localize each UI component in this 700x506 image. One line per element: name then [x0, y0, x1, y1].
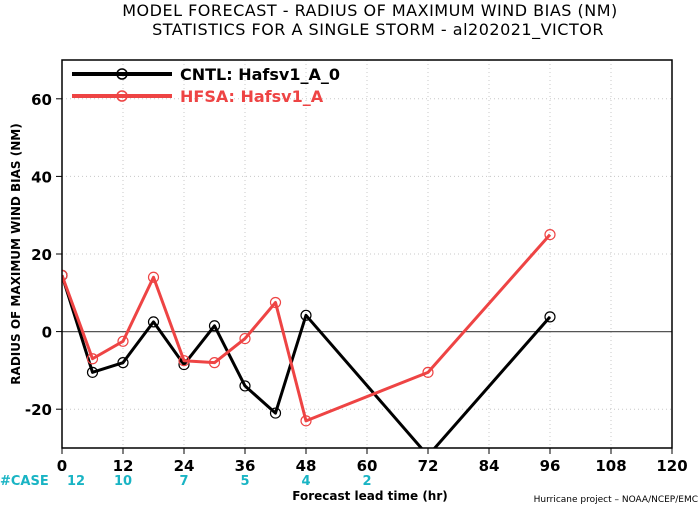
data-point [208, 357, 221, 369]
x-tick-label: 108 [595, 457, 626, 475]
x-tick-label: 84 [479, 457, 500, 475]
data-point [269, 296, 282, 309]
data-point [178, 355, 190, 367]
case-count: 12 [67, 474, 85, 489]
x-tick-label: 120 [656, 457, 687, 475]
data-point [422, 366, 434, 378]
data-point [62, 269, 68, 281]
case-count: 4 [301, 474, 310, 489]
data-point [239, 380, 251, 392]
y-tick-label: 0 [42, 324, 52, 342]
legend: CNTL: Hafsv1_A_0 HFSA: Hafsv1_A [72, 65, 340, 106]
y-tick-label: -20 [25, 401, 52, 419]
data-point [147, 316, 160, 328]
axes: 0 12 24 36 48 60 72 84 96 108 120 -20 0 20 40 60 [25, 91, 688, 475]
case-label: #CASE [0, 474, 49, 489]
y-axis-label: RADIUS OF MAXIMUM WIND BIAS (NM) [9, 123, 23, 384]
case-count: 2 [362, 474, 371, 489]
series-line [62, 274, 552, 448]
series-line [62, 233, 552, 423]
credit-text: Hurricane project – NOAA/NCEP/EMC [534, 495, 698, 505]
case-count: 10 [114, 474, 132, 489]
x-tick-label: 60 [357, 457, 378, 475]
data-point [269, 407, 282, 419]
data-point [300, 415, 312, 427]
data-point [544, 311, 556, 323]
case-count: 7 [179, 474, 188, 489]
x-tick-label: 72 [418, 457, 439, 475]
grid [62, 60, 672, 448]
x-tick-label: 48 [296, 457, 317, 475]
y-tick-label: 20 [31, 246, 52, 264]
series-layer [62, 229, 556, 448]
chart-subtitle: STATISTICS FOR A SINGLE STORM - al202021… [152, 20, 604, 40]
data-point [86, 353, 99, 365]
y-tick-label: 60 [31, 91, 52, 109]
data-point [117, 335, 129, 347]
data-point [86, 366, 99, 378]
data-point [117, 357, 129, 369]
x-tick-label: 96 [540, 457, 561, 475]
data-point [300, 309, 312, 321]
y-tick-label: 40 [31, 168, 52, 186]
x-tick-label: 24 [174, 457, 195, 475]
data-point [147, 271, 160, 283]
legend-label-cntl: CNTL: Hafsv1_A_0 [180, 65, 340, 84]
series-hfsa [62, 229, 556, 427]
data-point [239, 332, 251, 345]
legend-marker-cntl [116, 68, 128, 80]
x-tick-label: 12 [113, 457, 134, 475]
x-axis-label: Forecast lead time (hr) [292, 489, 448, 503]
data-point [544, 229, 556, 241]
x-tick-label: 0 [57, 457, 67, 475]
data-point [208, 320, 221, 332]
case-count: 5 [240, 474, 249, 489]
legend-marker-hfsa [116, 90, 128, 102]
case-counts: #CASE 12 10 7 5 4 2 [0, 474, 372, 489]
chart-title: MODEL FORECAST - RADIUS OF MAXIMUM WIND … [122, 1, 618, 20]
legend-label-hfsa: HFSA: Hafsv1_A [180, 87, 324, 106]
plot-frame [61, 59, 673, 449]
x-tick-label: 36 [235, 457, 256, 475]
